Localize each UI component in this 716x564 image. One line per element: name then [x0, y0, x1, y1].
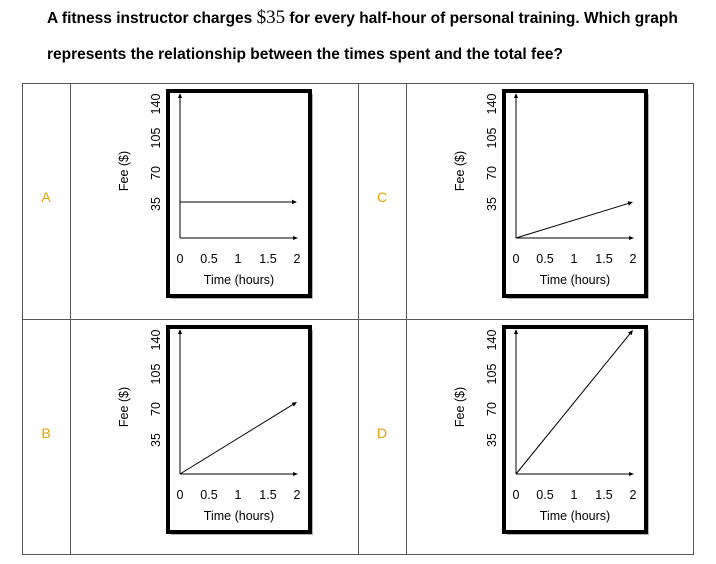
x-tick-label: 0 — [513, 252, 520, 266]
graph-frame — [502, 325, 648, 534]
option-letter-d[interactable]: D — [376, 425, 388, 441]
price-value: $35 — [256, 7, 286, 28]
x-tick-label: 0.5 — [536, 252, 553, 266]
y-axis-title: Fee ($) — [117, 387, 131, 427]
x-tick-label: 1.5 — [595, 488, 612, 502]
x-tick-label: 2 — [630, 252, 637, 266]
series-arrowhead — [627, 201, 633, 206]
y-tick-label: 35 — [149, 197, 163, 211]
option-letter-c[interactable]: C — [376, 189, 388, 205]
x-axis-arrow — [293, 236, 298, 240]
x-tick-label: 1 — [235, 252, 242, 266]
y-tick-label: 105 — [149, 364, 163, 385]
y-tick-label: 70 — [485, 402, 499, 416]
y-tick-label: 70 — [485, 166, 499, 180]
series-arrowhead — [628, 330, 633, 336]
y-tick-label: 105 — [149, 128, 163, 149]
x-tick-label: 1 — [571, 252, 578, 266]
y-tick-label: 35 — [485, 433, 499, 447]
option-letter-a[interactable]: A — [41, 189, 51, 205]
x-tick-label: 1.5 — [595, 252, 612, 266]
series-arrowhead — [291, 402, 297, 407]
x-tick-label: 0 — [513, 488, 520, 502]
y-axis-title: Fee ($) — [453, 151, 467, 191]
y-axis-arrow — [178, 329, 182, 334]
y-tick-label: 140 — [485, 94, 499, 115]
y-tick-label: 35 — [149, 433, 163, 447]
x-tick-label: 0.5 — [536, 488, 553, 502]
y-axis-arrow — [514, 329, 518, 334]
y-axis-arrow — [514, 93, 518, 98]
y-tick-label: 105 — [485, 128, 499, 149]
x-tick-label: 1 — [571, 488, 578, 502]
series-line — [515, 202, 630, 239]
graph-option-a: 35 70 105 140 Fee ($) 0 0.5 1 1.5 2 Time (hours) — [117, 89, 313, 299]
graph-frame — [166, 325, 312, 534]
series-line — [515, 332, 631, 475]
x-axis-arrow — [293, 472, 298, 476]
y-tick-label: 70 — [149, 402, 163, 416]
x-tick-label: 2 — [294, 488, 301, 502]
graph-option-c: 35 70 105 140 Fee ($) 0 0.5 1 1.5 2 Time (hours) — [453, 89, 649, 299]
graph-frame — [502, 89, 648, 298]
series-arrowhead — [292, 199, 297, 205]
x-tick-label: 0 — [177, 488, 184, 502]
x-tick-label: 2 — [294, 252, 301, 266]
y-tick-label: 70 — [149, 166, 163, 180]
x-tick-label: 1 — [235, 488, 242, 502]
question-line-2: represents the relationship between the … — [47, 46, 563, 63]
x-axis-arrow — [629, 236, 634, 240]
y-axis-arrow — [178, 93, 182, 98]
y-tick-label: 105 — [485, 364, 499, 385]
y-axis-title: Fee ($) — [117, 151, 131, 191]
x-axis-arrow — [629, 472, 634, 476]
x-axis-title: Time (hours) — [204, 273, 274, 287]
graph-option-d: 35 70 105 140 Fee ($) 0 0.5 1 1.5 2 Time (hours) — [453, 325, 649, 535]
question-text: A fitness instructor charges $35 for eve… — [47, 0, 712, 73]
option-letter-b[interactable]: B — [41, 425, 51, 441]
x-tick-label: 1.5 — [259, 488, 276, 502]
question-line-1: A fitness instructor charges $35 for eve… — [47, 7, 678, 28]
y-tick-label: 35 — [485, 197, 499, 211]
x-tick-label: 1.5 — [259, 252, 276, 266]
y-tick-label: 140 — [149, 330, 163, 351]
series-line — [179, 403, 294, 475]
x-tick-label: 0.5 — [200, 488, 217, 502]
y-tick-label: 140 — [485, 330, 499, 351]
x-tick-label: 0 — [177, 252, 184, 266]
x-tick-label: 2 — [630, 488, 637, 502]
x-axis-title: Time (hours) — [540, 509, 610, 523]
graph-option-b: 35 70 105 140 Fee ($) 0 0.5 1 1.5 2 Time (hours) — [117, 325, 313, 535]
y-axis-title: Fee ($) — [453, 387, 467, 427]
x-axis-title: Time (hours) — [540, 273, 610, 287]
y-tick-label: 140 — [149, 94, 163, 115]
x-tick-label: 0.5 — [200, 252, 217, 266]
graph-frame — [166, 89, 312, 298]
x-axis-title: Time (hours) — [204, 509, 274, 523]
